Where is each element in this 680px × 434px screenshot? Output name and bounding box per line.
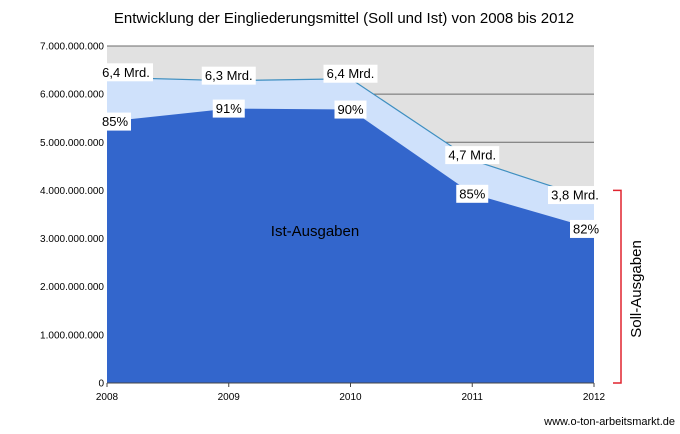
soll-ausgaben-label: Soll-Ausgaben — [628, 240, 645, 338]
ist-ausgaben-label: Ist-Ausgaben — [271, 223, 359, 240]
soll-data-label: 3,8 Mrd. — [551, 188, 599, 203]
soll-data-label: 6,4 Mrd. — [327, 66, 375, 81]
soll-label-box — [201, 66, 256, 85]
y-tick-label: 1.000.000.000 — [40, 330, 104, 341]
ist-data-label: 85% — [459, 186, 485, 201]
y-tick-label: 3.000.000.000 — [40, 234, 104, 245]
x-tick-label: 2010 — [339, 392, 362, 403]
ist-data-label: 82% — [573, 221, 599, 236]
y-tick-label: 4.000.000.000 — [40, 186, 104, 197]
soll-data-label: 4,7 Mrd. — [448, 148, 496, 163]
y-tick-label: 0 — [98, 379, 104, 390]
x-tick-label: 2009 — [218, 392, 241, 403]
x-tick-label: 2008 — [96, 392, 119, 403]
y-tick-label: 6.000.000.000 — [40, 90, 104, 101]
y-tick-label: 7.000.000.000 — [40, 42, 104, 53]
y-tick-label: 5.000.000.000 — [40, 138, 104, 149]
x-tick-label: 2012 — [583, 392, 606, 403]
soll-data-label: 6,4 Mrd. — [102, 65, 150, 80]
soll-bracket — [613, 189, 622, 384]
ist-label-box — [99, 112, 131, 131]
soll-label-box — [548, 186, 602, 205]
ist-label-box — [456, 184, 489, 203]
soll-label-box — [99, 63, 153, 82]
ist-label-box — [334, 100, 367, 119]
ist-data-label: 91% — [216, 101, 242, 116]
y-tick-label: 2.000.000.000 — [40, 282, 104, 293]
ist-area — [107, 108, 594, 383]
chart-title: Entwicklung der Eingliederungsmittel (So… — [114, 10, 574, 27]
ist-data-label: 85% — [102, 114, 128, 129]
soll-data-label: 6,3 Mrd. — [205, 68, 253, 83]
ist-label-box — [570, 219, 602, 238]
ist-label-box — [212, 99, 245, 118]
soll-label-box — [445, 146, 500, 165]
source-credit: www.o-ton-arbeitsmarkt.de — [543, 416, 675, 428]
ist-data-label: 90% — [337, 102, 363, 117]
x-tick-label: 2011 — [461, 392, 483, 403]
soll-label-box — [323, 64, 378, 83]
